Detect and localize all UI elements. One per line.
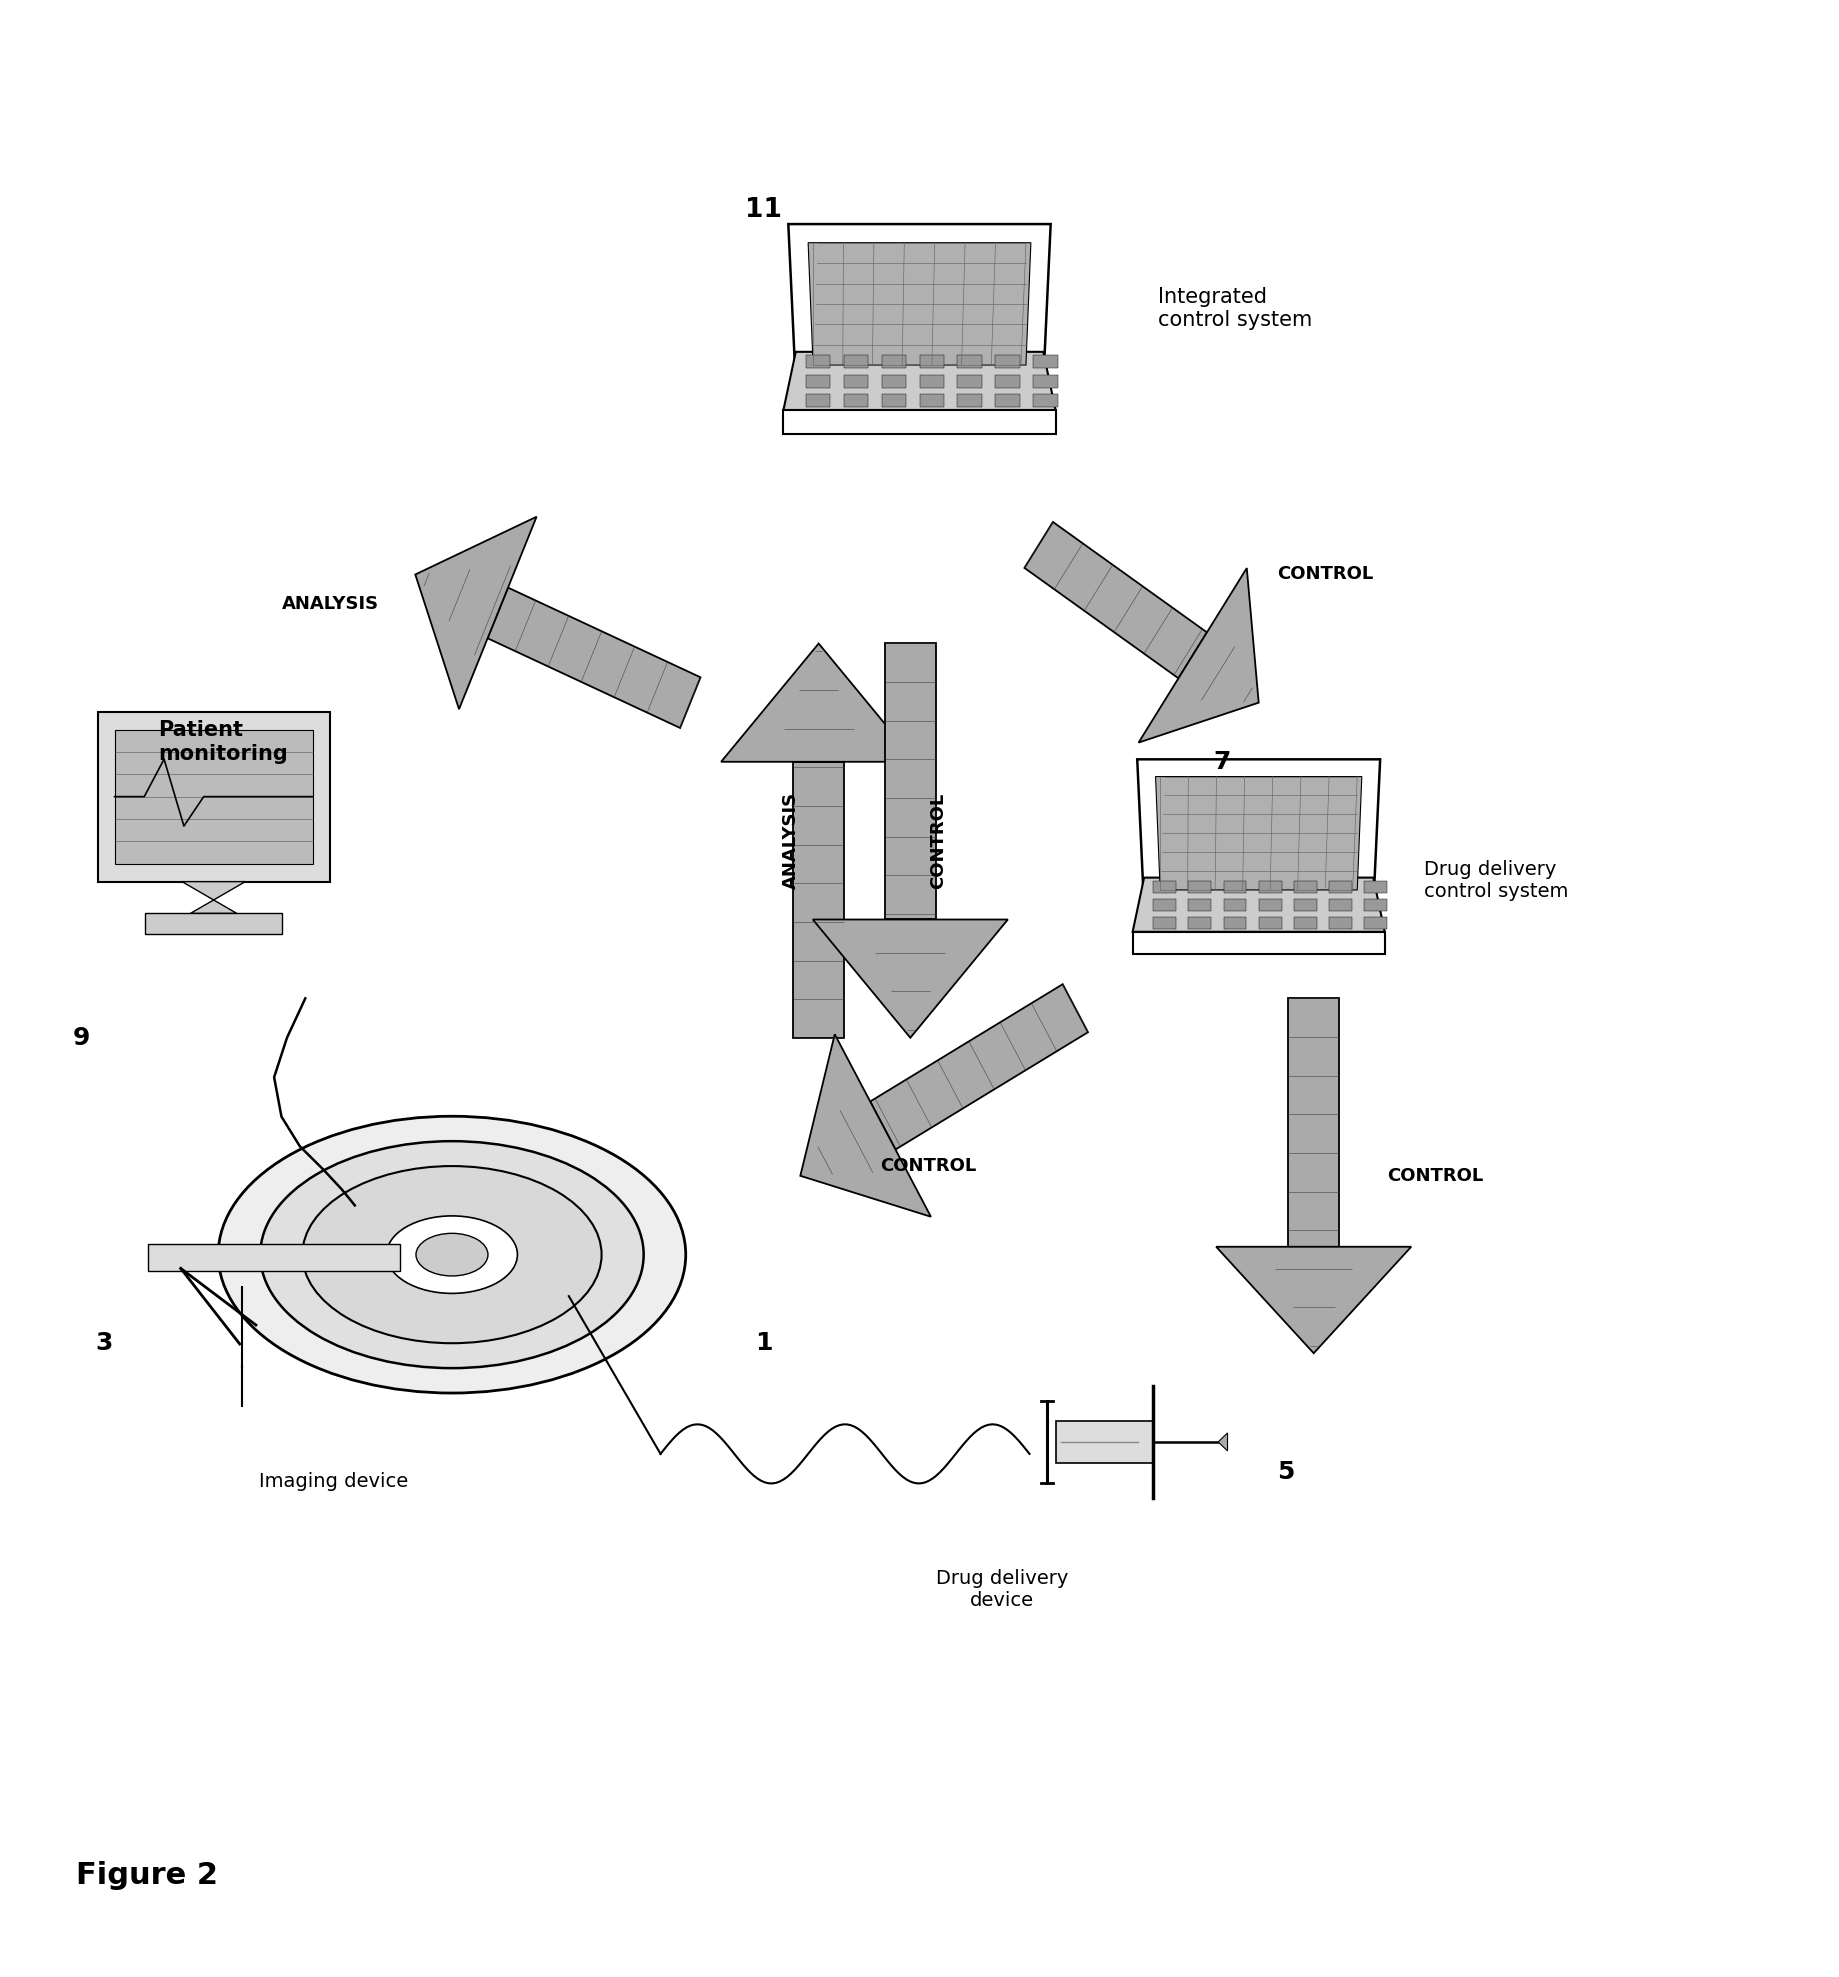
Polygon shape <box>881 376 907 387</box>
Polygon shape <box>416 516 537 710</box>
Polygon shape <box>920 376 943 387</box>
Polygon shape <box>1223 917 1247 929</box>
Polygon shape <box>805 356 831 368</box>
Polygon shape <box>793 761 844 1038</box>
Polygon shape <box>958 393 982 407</box>
Text: ANALYSIS: ANALYSIS <box>281 595 379 613</box>
Polygon shape <box>1188 880 1212 892</box>
Polygon shape <box>1153 900 1177 911</box>
Polygon shape <box>721 643 916 761</box>
Text: Integrated
control system: Integrated control system <box>1159 287 1311 330</box>
Polygon shape <box>1217 1433 1227 1451</box>
Polygon shape <box>1216 1247 1411 1352</box>
Text: 9: 9 <box>72 1026 90 1050</box>
Polygon shape <box>487 587 701 728</box>
Polygon shape <box>1024 522 1206 678</box>
Polygon shape <box>1153 917 1177 929</box>
Polygon shape <box>881 356 907 368</box>
Polygon shape <box>920 393 943 407</box>
Text: Patient
monitoring: Patient monitoring <box>158 720 289 763</box>
Text: CONTROL: CONTROL <box>929 793 947 890</box>
Polygon shape <box>1223 880 1247 892</box>
Polygon shape <box>1365 900 1387 911</box>
Text: Figure 2: Figure 2 <box>75 1860 219 1890</box>
Polygon shape <box>1295 880 1317 892</box>
Polygon shape <box>1365 917 1387 929</box>
Polygon shape <box>844 393 868 407</box>
Polygon shape <box>783 352 1056 411</box>
Polygon shape <box>1295 900 1317 911</box>
Ellipse shape <box>416 1234 487 1275</box>
Polygon shape <box>1258 900 1282 911</box>
Polygon shape <box>1330 917 1352 929</box>
Text: CONTROL: CONTROL <box>1387 1166 1484 1184</box>
Polygon shape <box>789 223 1050 384</box>
Polygon shape <box>881 393 907 407</box>
Text: 1: 1 <box>754 1331 772 1356</box>
Polygon shape <box>995 356 1021 368</box>
Polygon shape <box>114 730 313 864</box>
Ellipse shape <box>302 1166 601 1342</box>
Text: 7: 7 <box>1214 749 1230 773</box>
Polygon shape <box>844 376 868 387</box>
Ellipse shape <box>261 1141 644 1368</box>
Polygon shape <box>995 393 1021 407</box>
Ellipse shape <box>386 1216 517 1293</box>
Text: CONTROL: CONTROL <box>1276 565 1374 583</box>
Polygon shape <box>844 356 868 368</box>
Polygon shape <box>805 393 831 407</box>
Polygon shape <box>1258 880 1282 892</box>
Polygon shape <box>958 356 982 368</box>
Polygon shape <box>1295 917 1317 929</box>
Polygon shape <box>1056 1421 1153 1463</box>
Polygon shape <box>149 1244 399 1271</box>
Polygon shape <box>145 913 281 933</box>
Text: Drug delivery
control system: Drug delivery control system <box>1423 860 1569 902</box>
Polygon shape <box>1223 900 1247 911</box>
Polygon shape <box>813 919 1008 1038</box>
Polygon shape <box>1258 917 1282 929</box>
Text: CONTROL: CONTROL <box>881 1157 977 1174</box>
Polygon shape <box>958 376 982 387</box>
Polygon shape <box>1133 878 1385 931</box>
Polygon shape <box>885 643 936 919</box>
Text: 3: 3 <box>96 1331 112 1356</box>
Text: 5: 5 <box>1278 1459 1295 1483</box>
Polygon shape <box>97 712 329 882</box>
Text: ANALYSIS: ANALYSIS <box>782 793 800 890</box>
Polygon shape <box>1330 900 1352 911</box>
Polygon shape <box>1153 880 1177 892</box>
Polygon shape <box>182 882 245 913</box>
Text: 11: 11 <box>745 198 782 223</box>
Polygon shape <box>1330 880 1352 892</box>
Polygon shape <box>1287 998 1339 1247</box>
Polygon shape <box>807 243 1032 366</box>
Polygon shape <box>920 356 943 368</box>
Polygon shape <box>1034 393 1057 407</box>
Text: Imaging device: Imaging device <box>259 1471 408 1491</box>
Polygon shape <box>1188 917 1212 929</box>
Text: Drug delivery
device: Drug delivery device <box>936 1570 1068 1611</box>
Polygon shape <box>1034 356 1057 368</box>
Polygon shape <box>1137 759 1379 907</box>
Polygon shape <box>1365 880 1387 892</box>
Polygon shape <box>1133 931 1385 955</box>
Polygon shape <box>1155 777 1363 890</box>
Ellipse shape <box>219 1117 686 1394</box>
Polygon shape <box>1188 900 1212 911</box>
Polygon shape <box>995 376 1021 387</box>
Polygon shape <box>870 985 1089 1149</box>
Polygon shape <box>783 411 1056 435</box>
Polygon shape <box>805 376 831 387</box>
Polygon shape <box>1034 376 1057 387</box>
Polygon shape <box>800 1034 931 1216</box>
Polygon shape <box>1138 567 1258 743</box>
